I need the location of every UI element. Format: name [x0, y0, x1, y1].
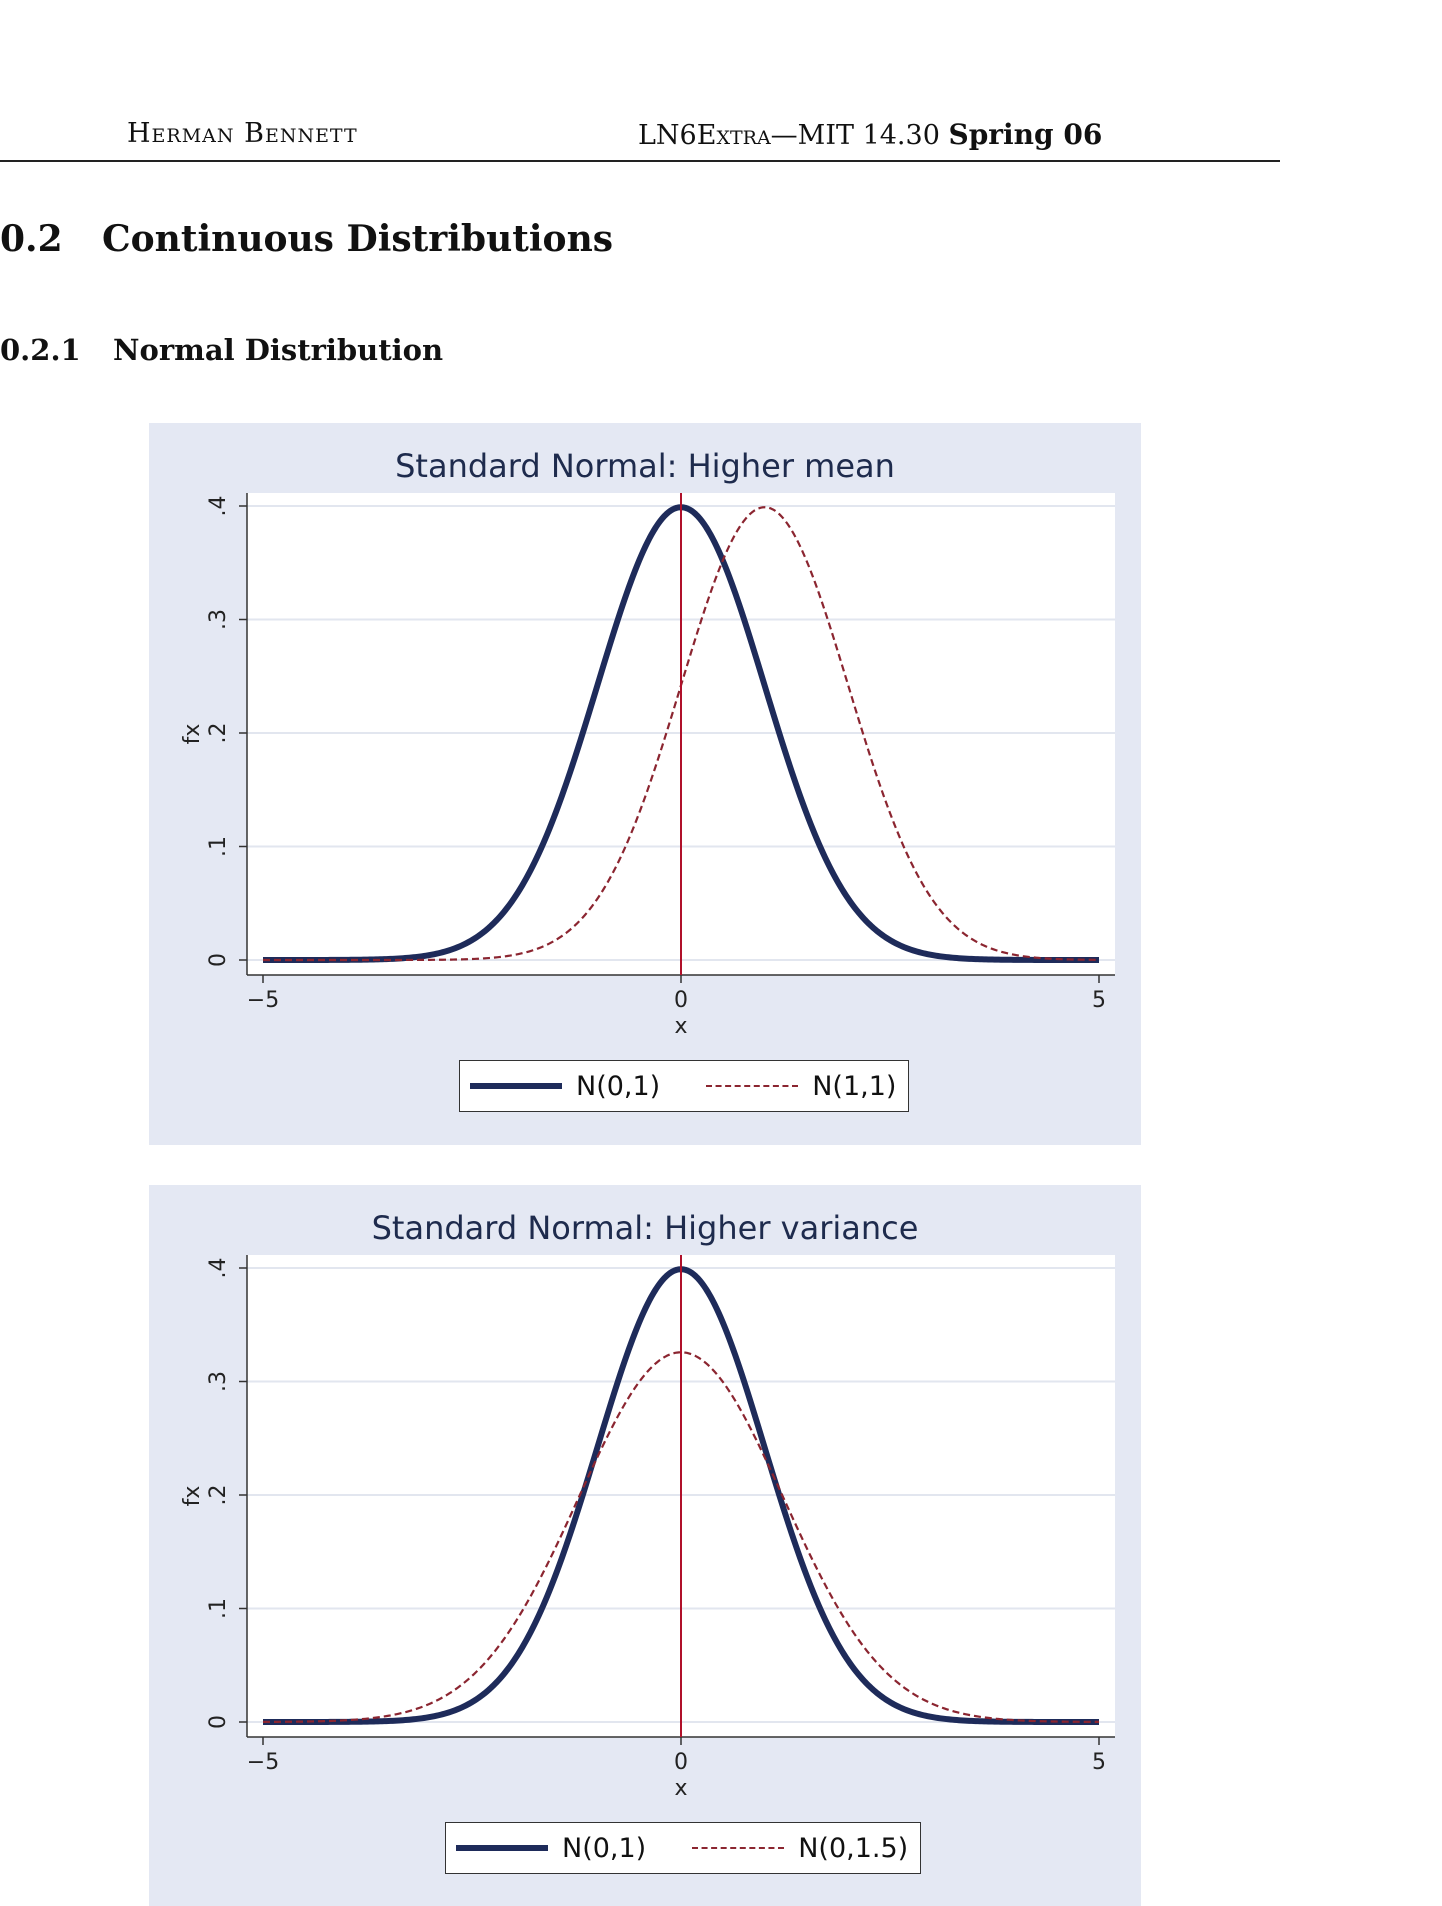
legend-swatch-dashed — [692, 1847, 785, 1849]
legend-swatch-dashed — [706, 1085, 799, 1087]
legend-label: N(0,1.5) — [798, 1832, 909, 1864]
subsection-title: Normal Distribution — [113, 333, 444, 367]
legend-label: N(0,1) — [576, 1070, 661, 1102]
y-tick-label: 0 — [206, 953, 231, 967]
chart-title: Standard Normal: Higher variance — [371, 1209, 919, 1247]
subsection-heading: 0.2.1 Normal Distribution — [0, 333, 443, 367]
legend-swatch-solid — [470, 1083, 562, 1089]
course-name: —MIT 14.30 — [770, 120, 940, 151]
section-heading: 0.2 Continuous Distributions — [0, 218, 613, 260]
chart-legend: N(0,1) N(1,1) — [459, 1060, 910, 1112]
x-tick-label: 0 — [674, 988, 688, 1013]
y-tick-label: .1 — [206, 1598, 231, 1619]
course-code: LN6Extra — [638, 120, 771, 151]
x-tick-label: 0 — [674, 1750, 688, 1775]
course-term: Spring 06 — [948, 118, 1103, 151]
x-tick-label: −5 — [247, 1750, 279, 1775]
running-header-course: LN6Extra—MIT 14.30 Spring 06 — [638, 118, 1102, 151]
section-number: 0.2 — [0, 218, 63, 260]
running-header-author: Herman Bennett — [127, 118, 358, 149]
x-tick-label: −5 — [247, 988, 279, 1013]
normal-chart-higher-variance: 0 .1 .2 .3 .4 −5 0 5 x fx — [180, 1255, 1115, 1801]
x-tick-label: 5 — [1092, 1750, 1106, 1775]
chart-title: Standard Normal: Higher mean — [395, 447, 895, 485]
subsection-number: 0.2.1 — [0, 333, 81, 367]
figure-higher-mean: Standard Normal: Higher mean 0 .1 .2 .3 .4 −5… — [149, 423, 1141, 1145]
y-axis-label: fx — [180, 1486, 205, 1507]
y-tick-label: .4 — [206, 1258, 231, 1279]
y-tick-label: 0 — [206, 1715, 231, 1729]
normal-chart-higher-mean: 0 .1 .2 .3 .4 −5 0 5 x fx — [180, 493, 1115, 1039]
y-tick-label: .4 — [206, 496, 231, 517]
y-tick-label: .2 — [206, 1485, 231, 1506]
y-tick-label: .3 — [206, 609, 231, 630]
x-axis-label: x — [674, 1014, 687, 1039]
x-tick-label: 5 — [1092, 988, 1106, 1013]
y-axis-label: fx — [180, 724, 205, 745]
legend-swatch-solid — [456, 1845, 548, 1851]
header-rule — [0, 160, 1280, 162]
x-axis-label: x — [674, 1776, 687, 1801]
legend-label: N(0,1) — [562, 1832, 647, 1864]
y-tick-label: .3 — [206, 1371, 231, 1392]
y-tick-label: .2 — [206, 723, 231, 744]
section-title: Continuous Distributions — [102, 218, 614, 260]
legend-label: N(1,1) — [812, 1070, 897, 1102]
figure-higher-variance: Standard Normal: Higher variance 0 .1 .2 .3… — [149, 1185, 1141, 1906]
chart-legend: N(0,1) N(0,1.5) — [445, 1822, 922, 1874]
y-tick-label: .1 — [206, 836, 231, 857]
